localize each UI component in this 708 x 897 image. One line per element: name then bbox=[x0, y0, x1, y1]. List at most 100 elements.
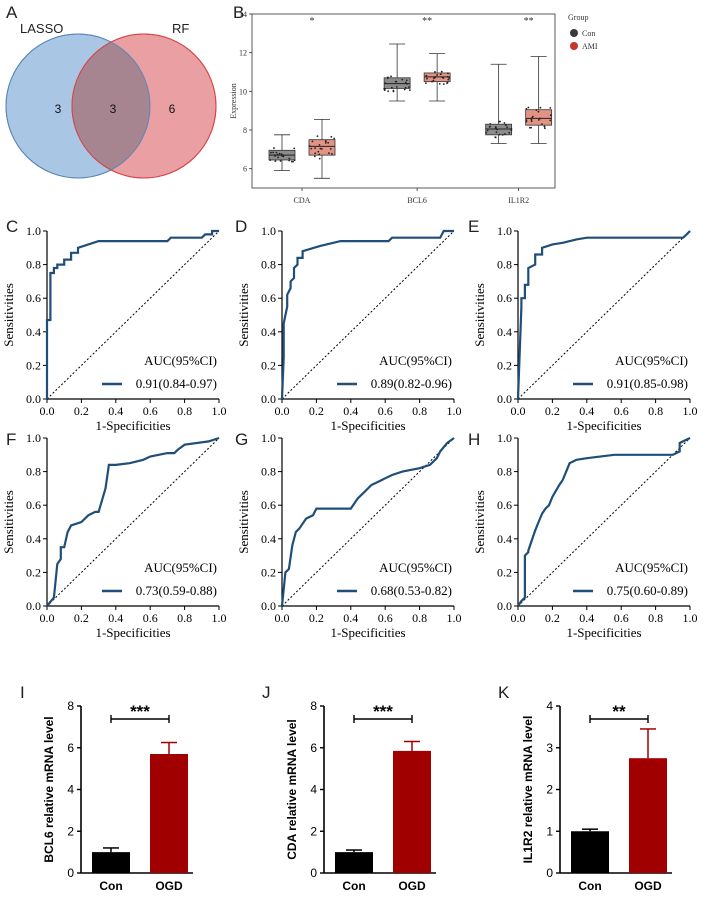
roc-ytick-label: 0.0 bbox=[261, 392, 276, 406]
boxplot-point bbox=[272, 151, 275, 154]
boxplot-point bbox=[549, 106, 552, 109]
boxplot-significance: ** bbox=[422, 16, 432, 27]
boxplot-significance: * bbox=[309, 16, 314, 27]
boxplot-legend-swatch-ami bbox=[570, 42, 578, 50]
roc-legend-title: AUC(95%CI) bbox=[379, 353, 452, 368]
roc-auc-text: 0.75(0.60-0.89) bbox=[607, 583, 688, 598]
bar-ytick-label: 6 bbox=[67, 741, 74, 755]
boxplot-point bbox=[503, 122, 506, 124]
boxplot-point bbox=[498, 133, 501, 136]
roc-ytick-label: 0.4 bbox=[26, 325, 41, 339]
boxplot-point bbox=[279, 160, 282, 162]
roc-xtick-label: 1.0 bbox=[683, 404, 698, 418]
roc-ytick-label: 0.2 bbox=[497, 565, 512, 579]
boxplot-point bbox=[425, 74, 428, 77]
roc-xtick-label: 0.4 bbox=[108, 611, 123, 625]
boxplot-point bbox=[501, 133, 504, 136]
bar-ylabel: BCL6 relative mRNA level bbox=[42, 716, 56, 862]
boxplot-point bbox=[270, 151, 272, 154]
roc-xtick-label: 0.0 bbox=[511, 404, 526, 418]
roc-xtick-label: 1.0 bbox=[683, 611, 698, 625]
bar-significance: ** bbox=[612, 702, 626, 721]
bar-ylabel: IL1R2 relative mRNA level bbox=[521, 716, 535, 864]
boxplot-point bbox=[386, 77, 389, 80]
panel-label-a: A bbox=[6, 3, 18, 22]
roc-xtick-label: 1.0 bbox=[447, 404, 462, 418]
boxplot-point bbox=[311, 140, 314, 143]
roc-ylabel: Sensitivities bbox=[236, 283, 251, 347]
panel-label-c: C bbox=[6, 217, 18, 236]
roc-chart-c: 0.00.0 0.2 0.2 0.4 0.4 0.6 0.6 0.8 0.8 1.0 1.0 1-Sp… bbox=[1, 224, 227, 433]
bar-ytick-label: 8 bbox=[310, 699, 317, 713]
boxplot-point bbox=[333, 137, 336, 140]
roc-xtick-label: 0.8 bbox=[648, 611, 663, 625]
boxplot-point bbox=[310, 147, 313, 150]
boxplot-point bbox=[390, 86, 393, 89]
boxplot-legend-ami: AMI bbox=[582, 42, 598, 51]
panel-label-i: I bbox=[20, 683, 25, 702]
roc-legend-title: AUC(95%CI) bbox=[144, 560, 217, 575]
roc-curve bbox=[280, 437, 455, 607]
bar-ytick-label: 1 bbox=[546, 824, 553, 838]
roc-ytick-label: 0.8 bbox=[261, 465, 276, 479]
roc-ytick-label: 0.8 bbox=[497, 258, 512, 272]
boxplot-xtick-label: IL1R2 bbox=[508, 196, 529, 205]
boxplot-point bbox=[527, 106, 530, 109]
boxplot-point bbox=[495, 131, 498, 134]
roc-ytick-label: 0.0 bbox=[26, 392, 41, 406]
roc-ytick-label: 0.0 bbox=[26, 599, 41, 613]
boxplot-point bbox=[324, 142, 327, 144]
roc-ytick-label: 0.4 bbox=[261, 325, 276, 339]
boxplot-point bbox=[288, 157, 291, 160]
bar-category-label: Con bbox=[99, 879, 122, 893]
venn-label-lasso: LASSO bbox=[20, 21, 63, 36]
boxplot-point bbox=[278, 152, 281, 155]
boxplot-ylabel: Expression bbox=[229, 83, 238, 119]
roc-auc-text: 0.91(0.85-0.98) bbox=[607, 376, 688, 391]
boxplot-point bbox=[318, 157, 321, 160]
boxplot-point bbox=[510, 129, 513, 131]
roc-xtick-label: 0.6 bbox=[614, 404, 629, 418]
boxplot-point bbox=[387, 90, 390, 93]
bar-ytick-label: 6 bbox=[310, 741, 317, 755]
roc-xlabel: 1-Specificities bbox=[95, 625, 170, 640]
roc-xtick-label: 0.0 bbox=[40, 611, 55, 625]
bar-category-label: OGD bbox=[398, 879, 426, 893]
roc-chart-d: 0.00.0 0.2 0.2 0.4 0.4 0.6 0.6 0.8 0.8 1.0 1.0 1-Sp… bbox=[236, 224, 462, 433]
roc-xlabel: 1-Specificities bbox=[330, 418, 405, 433]
boxplot-point bbox=[318, 153, 321, 156]
boxplot-point bbox=[269, 159, 272, 162]
roc-ytick-label: 1.0 bbox=[26, 431, 41, 445]
boxplot-point bbox=[494, 136, 497, 139]
roc-xtick-label: 0.8 bbox=[412, 611, 427, 625]
boxplot-point bbox=[390, 75, 392, 78]
boxplot-ytick-label: 8 bbox=[243, 126, 247, 135]
boxplot-point bbox=[438, 82, 441, 85]
roc-reference-line bbox=[46, 230, 220, 400]
boxplot-point bbox=[276, 153, 279, 156]
bar-category-label: Con bbox=[342, 879, 365, 893]
panel-label-h: H bbox=[468, 430, 480, 449]
bar-con bbox=[335, 852, 373, 873]
roc-ytick-label: 0.6 bbox=[497, 498, 512, 512]
venn-count-rf: 6 bbox=[169, 102, 176, 116]
bar-category-label: Con bbox=[578, 879, 601, 893]
roc-ytick-label: 0.6 bbox=[497, 291, 512, 305]
roc-ytick-label: 0.6 bbox=[261, 498, 276, 512]
boxplot-point bbox=[525, 120, 528, 123]
boxplot-point bbox=[408, 89, 411, 92]
roc-legend-title: AUC(95%CI) bbox=[379, 560, 452, 575]
roc-ytick-label: 0.4 bbox=[497, 532, 512, 546]
roc-ytick-label: 0.2 bbox=[261, 565, 276, 579]
boxplot-frame bbox=[251, 13, 556, 189]
boxplot-point bbox=[434, 71, 436, 73]
roc-reference-line bbox=[46, 437, 220, 607]
boxplot-xtick-label: CDA bbox=[294, 196, 311, 205]
roc-ytick-label: 0.2 bbox=[26, 358, 41, 372]
boxplot-point bbox=[531, 115, 534, 118]
boxplot-point bbox=[405, 82, 408, 85]
bar-ogd bbox=[629, 758, 667, 873]
roc-ytick-label: 0.6 bbox=[26, 498, 41, 512]
boxplot-significance: ** bbox=[524, 16, 534, 27]
boxplot-point bbox=[293, 159, 296, 162]
